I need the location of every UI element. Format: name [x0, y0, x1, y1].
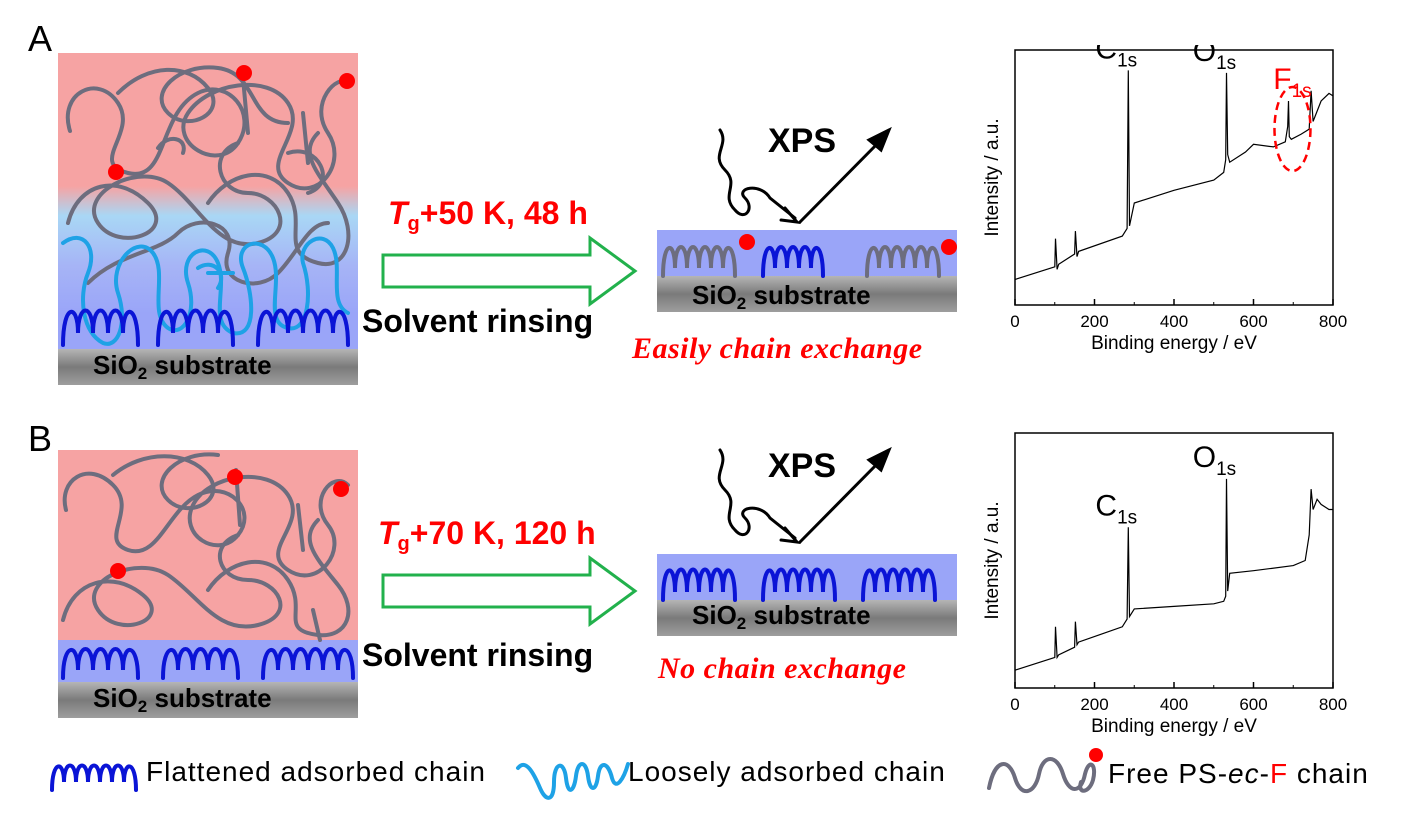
free-chain-exchanged-a1 [661, 245, 737, 278]
substrate-layer-a [58, 349, 358, 385]
x-tick-label: 800 [1319, 695, 1347, 714]
condition-g: g [407, 213, 420, 235]
x-tick-label: 0 [1010, 312, 1019, 331]
legend-free-prefix: Free PS- [1108, 758, 1229, 789]
substrate-sub: 2 [137, 364, 148, 383]
substrate-text: SiO [93, 350, 138, 380]
xps-spectrum-chart-a: 0 200 400 600 800 Binding energy / eV Intensit… [982, 45, 1347, 354]
free-chains-b [61, 452, 351, 642]
x-axis-label: Binding energy / eV [1091, 333, 1257, 354]
legend-flattened-label: Flattened adsorbed chain [146, 756, 486, 787]
legend-loosely-swatch [516, 762, 630, 800]
legend-free-f: F [1269, 758, 1289, 789]
y-axis-label: Intensity / a.u. [982, 501, 1003, 619]
condition-label-a: Tg+50 K, 48 h [388, 195, 588, 236]
substrate-text: SiO [692, 280, 737, 310]
result-substrate-a [657, 276, 957, 312]
substrate-text: SiO [692, 600, 737, 630]
result-substrate-b [657, 600, 957, 636]
substrate-label-b-left: SiO2 substrate [93, 683, 272, 717]
plot-frame [1014, 432, 1334, 689]
xps-incident-ray-a [717, 128, 801, 224]
condition-t: T [378, 515, 398, 551]
end-group-result-a1 [739, 234, 755, 250]
x-tick-label: 600 [1239, 312, 1267, 331]
f1s-highlight-ellipse [1273, 85, 1312, 173]
condition-t: T [388, 195, 408, 231]
legend-free-swatch [987, 748, 1103, 793]
panel-b-film-schematic [58, 450, 358, 718]
panel-b-letter: B [28, 418, 53, 459]
condition-g: g [397, 533, 410, 555]
xps-incident-ray-b [717, 448, 801, 544]
result-film-b [657, 554, 957, 600]
panel-a-film-schematic [58, 53, 358, 385]
x-tick-label: 600 [1239, 695, 1267, 714]
legend-free-label: Free PS-ec-F chain [1108, 758, 1369, 790]
xps-spectrum-chart-b: 0 200 400 600 800 Binding energy / eV Intensit… [982, 432, 1347, 737]
flattened-chains-result-b [661, 567, 937, 602]
exchange-label-b: No chain exchange [658, 652, 907, 685]
peak-label-c1s: C1s [1095, 489, 1137, 528]
rinse-label-a: Solvent rinsing [362, 303, 594, 339]
panel-a-letter: A [28, 18, 53, 59]
substrate-sub: 2 [736, 294, 747, 313]
legend-loosely-label: Loosely adsorbed chain [628, 756, 946, 787]
panel-b-result-schematic [657, 446, 957, 636]
legend-free-dash: - [1259, 758, 1270, 789]
end-group-result-a2 [941, 239, 957, 255]
substrate-rest: substrate [746, 600, 871, 630]
peak-label-c1s: C1s [1095, 45, 1137, 71]
x-tick-label: 200 [1080, 312, 1108, 331]
x-tick-label: 0 [1010, 695, 1019, 714]
xps-emitted-ray-a [797, 126, 892, 225]
flattened-chain-a [761, 245, 825, 278]
substrate-label-a-left: SiO2 substrate [93, 350, 272, 384]
legend-flattened-swatch [50, 763, 138, 792]
free-chains-a [65, 65, 351, 286]
substrate-label-a-right: SiO2 substrate [692, 280, 871, 314]
substrate-sub: 2 [137, 697, 148, 716]
panel-a-result-schematic [657, 126, 957, 312]
flattened-chains-b [61, 647, 355, 680]
substrate-rest: substrate [746, 280, 871, 310]
legend-free-ec: ec [1228, 758, 1260, 789]
x-tick-label: 400 [1160, 695, 1188, 714]
end-groups-a [108, 65, 355, 180]
rinse-label-b: Solvent rinsing [362, 637, 594, 673]
substrate-rest: substrate [147, 683, 272, 713]
process-arrow-b [381, 555, 638, 627]
free-chain-exchanged-a2 [865, 245, 941, 278]
spectrum-line [1014, 70, 1334, 281]
process-arrow-a [381, 235, 638, 307]
end-groups-b [110, 469, 349, 579]
spectrum-line [1014, 478, 1333, 671]
flattened-chains-a [61, 308, 350, 347]
x-axis-label: Binding energy / eV [1091, 716, 1257, 737]
peak-label-f1s: F1s [1273, 63, 1311, 102]
substrate-rest: substrate [147, 350, 272, 380]
x-tick-label: 800 [1319, 312, 1347, 331]
x-tick-label: 200 [1080, 695, 1108, 714]
condition-rest: +70 K, 120 h [409, 515, 596, 551]
substrate-label-b-right: SiO2 substrate [692, 600, 871, 634]
substrate-layer-b [58, 682, 358, 718]
xps-label-a: XPS [768, 122, 837, 160]
x-tick-label: 400 [1160, 312, 1188, 331]
legend-free-suffix: chain [1288, 758, 1369, 789]
condition-label-b: Tg+70 K, 120 h [378, 515, 596, 556]
condition-rest: +50 K, 48 h [419, 195, 588, 231]
substrate-sub: 2 [736, 614, 747, 633]
substrate-text: SiO [93, 683, 138, 713]
y-axis-label: Intensity / a.u. [982, 118, 1003, 236]
exchange-label-a: Easily chain exchange [632, 332, 923, 365]
peak-label-o1s: O1s [1193, 441, 1236, 480]
xps-emitted-ray-b [797, 446, 892, 545]
result-film-a [657, 230, 957, 276]
xps-label-b: XPS [768, 447, 837, 485]
